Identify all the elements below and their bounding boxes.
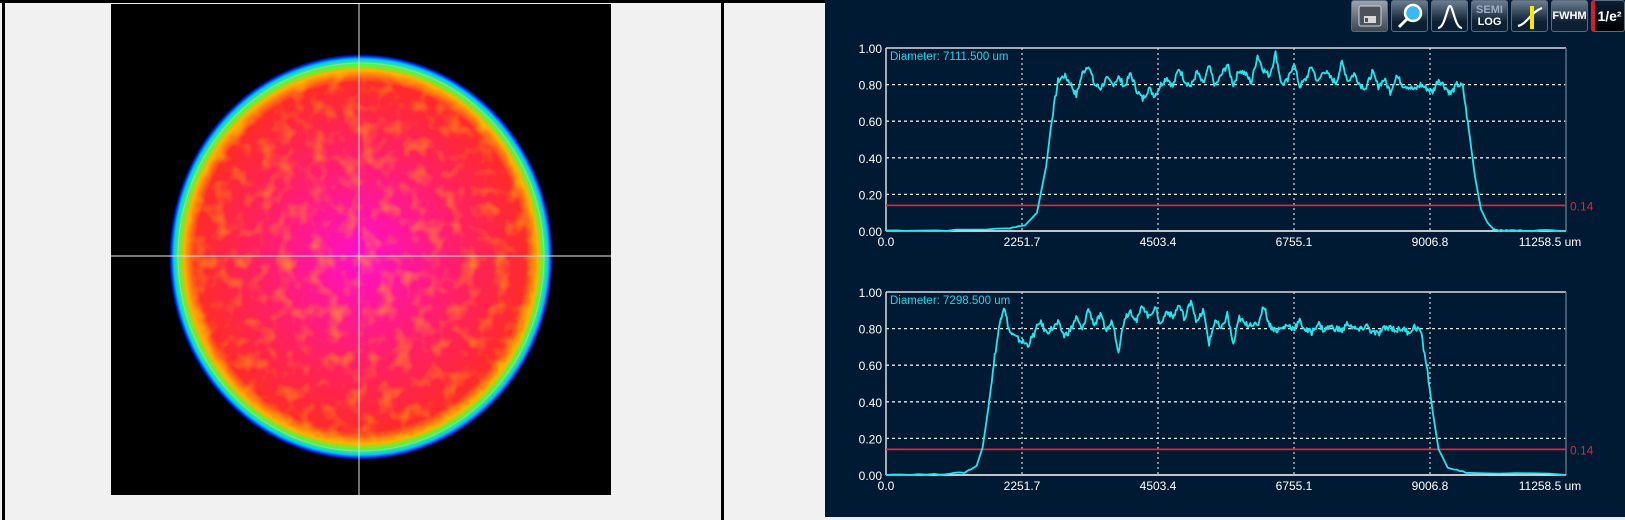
y-tick-label: 0.60 (859, 115, 883, 129)
y-profile-chart[interactable]: 0.00 0.20 0.40 0.60 0.80 1.00 0.0 2251.7 4503.4 6… (825, 280, 1625, 510)
diameter-annotation: Diameter: 7111.500 um (890, 51, 1008, 63)
profile-panel: SEMI LOG FWHM 1/e² 0.00 0.20 0.40 0.60 0.80 1.00… (825, 0, 1625, 517)
y-tick-label: 0.20 (859, 188, 883, 202)
profile-trace (885, 50, 1566, 232)
x-tick-label: 11258.5 um (1519, 235, 1582, 249)
fit-ellipse (177, 62, 545, 452)
x-tick-label: 0.0 (878, 479, 895, 493)
frame-top-border (0, 0, 1625, 3)
y-tick-label: 0.40 (859, 152, 883, 166)
threshold-label: 0.14 (1570, 443, 1594, 457)
y-tick-label: 0.00 (859, 225, 883, 239)
1e2-label: 1/e² (1597, 8, 1622, 24)
gaussian-icon (1437, 4, 1462, 30)
threshold-button[interactable] (1511, 0, 1548, 32)
x-tick-label: 11258.5 um (1519, 479, 1582, 493)
x-tick-label: 6755.1 (1276, 479, 1313, 493)
y-tick-label: 0.80 (859, 79, 883, 93)
profile-shape-button[interactable] (1431, 0, 1468, 32)
y-tick-label: 0.00 (859, 469, 883, 483)
x-tick-label: 2251.7 (1004, 479, 1041, 493)
y-tick-label: 0.20 (859, 432, 883, 446)
x-tick-label: 4503.4 (1140, 235, 1177, 249)
x-tick-label: 0.0 (878, 235, 895, 249)
save-icon (1358, 5, 1381, 27)
x-tick-label: 2251.7 (1004, 235, 1041, 249)
y-tick-label: 0.60 (859, 359, 883, 373)
x-tick-label: 4503.4 (1140, 479, 1177, 493)
edge-marker-icon (1517, 6, 1542, 29)
x-profile-chart[interactable]: 0.00 0.20 0.40 0.60 0.80 1.00 0.0 2251.7 4503.4 6… (825, 36, 1625, 266)
beam-intensity-image[interactable] (111, 4, 611, 495)
semilog-button[interactable]: SEMI LOG (1471, 0, 1508, 32)
1e2-button[interactable]: 1/e² (1591, 0, 1625, 32)
fwhm-label: FWHM (1552, 10, 1587, 22)
x-tick-label: 6755.1 (1276, 235, 1313, 249)
beam-heatmap (111, 4, 611, 495)
diameter-annotation: Diameter: 7298.500 um (890, 295, 1010, 307)
y-tick-label: 0.80 (859, 323, 883, 337)
save-button[interactable] (1351, 0, 1388, 32)
fwhm-button[interactable]: FWHM (1551, 0, 1588, 32)
frame-divider (721, 0, 724, 520)
y-tick-label: 0.40 (859, 396, 883, 410)
y-tick-label: 1.00 (859, 42, 883, 56)
zoom-button[interactable] (1391, 0, 1428, 32)
threshold-label: 0.14 (1570, 199, 1594, 213)
semilog-label: SEMI LOG (1476, 4, 1503, 28)
frame-left-border (2, 0, 5, 520)
magnifier-icon (1397, 3, 1422, 29)
y-tick-label: 1.00 (859, 286, 883, 300)
profile-trace (885, 299, 1567, 476)
profile-toolbar: SEMI LOG FWHM 1/e² (1351, 0, 1625, 34)
x-tick-label: 9006.8 (1412, 479, 1449, 493)
x-tick-label: 9006.8 (1412, 235, 1449, 249)
